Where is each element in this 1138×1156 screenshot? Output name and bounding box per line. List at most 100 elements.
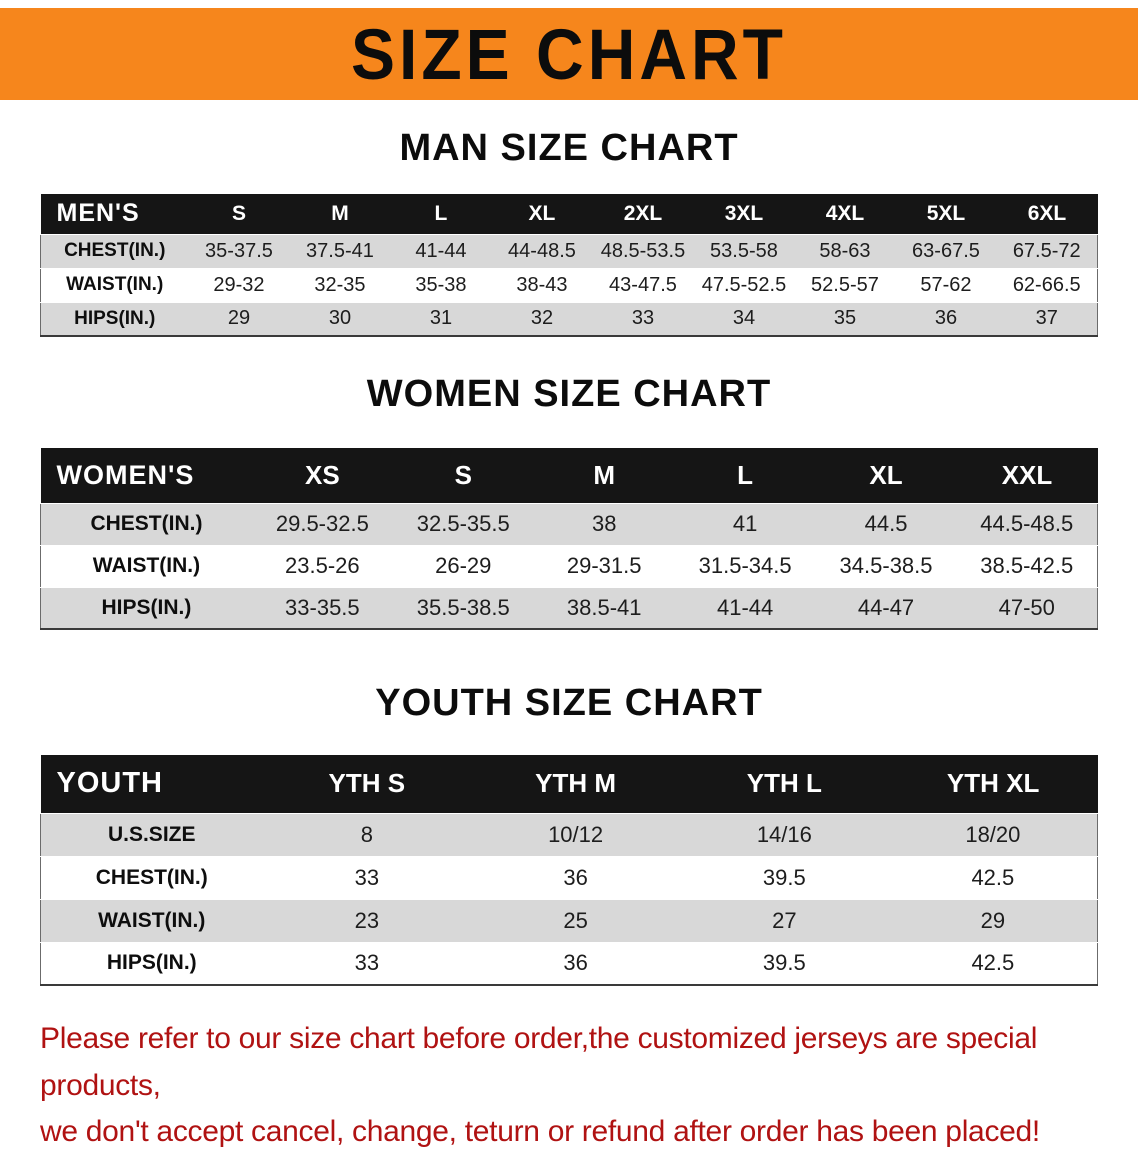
size-column-header: S [392,448,534,503]
row-label: WAIST(IN.) [40,544,252,587]
size-value: 38 [533,502,675,545]
size-value: 44.5 [815,502,957,545]
size-column-header: L [674,448,816,503]
table-row: WAIST(IN.) 23 25 27 29 [40,898,1098,942]
size-column-header: L [390,194,492,234]
row-label: HIPS(IN.) [40,941,263,986]
youth-section-heading: YOUTH SIZE CHART [375,682,763,724]
size-value: 44-48.5 [491,233,593,268]
table-header-row: MEN'S S M L XL 2XL 3XL 4XL 5XL 6XL [40,194,1098,234]
size-value: 44.5-48.5 [956,502,1098,545]
size-value: 41-44 [390,233,492,268]
size-value: 38.5-42.5 [956,544,1098,587]
size-value: 14/16 [679,812,889,856]
size-column-header: XXL [956,448,1098,503]
table-row: WAIST(IN.) 23.5-26 26-29 29-31.5 31.5-34.5 34… [40,544,1098,587]
size-column-header: XS [251,448,393,503]
row-label: WAIST(IN.) [40,898,263,942]
size-value: 36 [895,301,997,337]
size-column-header: YTH S [262,755,472,813]
men-size-table: MEN'S S M L XL 2XL 3XL 4XL 5XL 6XL CHEST(IN.) 35-37… [40,194,1098,337]
size-value: 67.5-72 [996,233,1098,268]
size-value: 36 [471,941,680,986]
size-value: 29 [188,301,290,337]
row-label: HIPS(IN.) [40,586,252,630]
size-value: 23.5-26 [251,544,393,587]
row-label: WAIST(IN.) [40,267,189,302]
size-value: 33 [262,855,472,899]
footer-notice: Please refer to our size chart before or… [40,1016,1098,1156]
size-value: 26-29 [392,544,534,587]
size-value: 34 [693,301,795,337]
size-column-header: S [188,194,290,234]
table-title-cell: WOMEN'S [40,448,252,503]
size-value: 30 [289,301,391,337]
size-value: 33 [592,301,694,337]
size-value: 23 [262,898,472,942]
table-row: CHEST(IN.) 33 36 39.5 42.5 [40,855,1098,899]
size-column-header: 2XL [592,194,694,234]
size-value: 29.5-32.5 [251,502,393,545]
men-section-heading: MAN SIZE CHART [399,127,739,169]
row-label: CHEST(IN.) [40,502,252,545]
size-value: 31 [390,301,492,337]
table-header-row: WOMEN'S XS S M L XL XXL [40,448,1098,503]
size-value: 42.5 [888,941,1098,986]
size-chart-page: SIZE CHART MAN SIZE CHART MEN'S S M L XL 2XL 3… [0,8,1138,1156]
table-row: CHEST(IN.) 29.5-32.5 32.5-35.5 38 41 44.5 44.5… [40,502,1098,545]
table-title-cell: MEN'S [40,194,189,234]
table-row: U.S.SIZE 8 10/12 14/16 18/20 [40,812,1098,856]
size-value: 38.5-41 [533,586,675,630]
size-column-header: XL [815,448,957,503]
row-label: U.S.SIZE [40,812,263,856]
size-value: 32.5-35.5 [392,502,534,545]
banner: SIZE CHART [0,8,1138,100]
size-value: 34.5-38.5 [815,544,957,587]
row-label: CHEST(IN.) [40,855,263,899]
section-youth-size-chart: YOUTH SIZE CHART YOUTH YTH S YTH M YTH L YTH… [0,682,1138,986]
size-value: 63-67.5 [895,233,997,268]
size-value: 42.5 [888,855,1098,899]
section-women-size-chart: WOMEN SIZE CHART WOMEN'S XS S M L XL XXL CHEST(… [0,373,1138,630]
size-value: 10/12 [471,812,680,856]
size-column-header: M [289,194,391,234]
size-value: 33-35.5 [251,586,393,630]
size-value: 47-50 [956,586,1098,630]
size-value: 32-35 [289,267,391,302]
size-value: 39.5 [679,941,889,986]
size-column-header: 5XL [895,194,997,234]
women-size-table: WOMEN'S XS S M L XL XXL CHEST(IN.) 29.5-32.5 32.5… [40,448,1098,630]
size-value: 43-47.5 [592,267,694,302]
size-value: 35 [794,301,896,337]
table-row: HIPS(IN.) 33 36 39.5 42.5 [40,941,1098,986]
size-column-header: 6XL [996,194,1098,234]
size-value: 36 [471,855,680,899]
size-value: 44-47 [815,586,957,630]
size-value: 33 [262,941,472,986]
size-value: 29 [888,898,1098,942]
size-value: 41-44 [674,586,816,630]
size-column-header: 3XL [693,194,795,234]
size-value: 47.5-52.5 [693,267,795,302]
section-men-size-chart: MAN SIZE CHART MEN'S S M L XL 2XL 3XL 4XL 5XL 6XL… [0,127,1138,337]
table-header-row: YOUTH YTH S YTH M YTH L YTH XL [40,755,1098,813]
size-value: 48.5-53.5 [592,233,694,268]
size-value: 25 [471,898,680,942]
notice-line-1: Please refer to our size chart before or… [40,1022,1038,1102]
size-value: 58-63 [794,233,896,268]
size-value: 62-66.5 [996,267,1098,302]
size-value: 35-37.5 [188,233,290,268]
table-row: WAIST(IN.) 29-32 32-35 35-38 38-43 43-47.5 47.… [40,267,1098,302]
size-value: 35.5-38.5 [392,586,534,630]
size-value: 41 [674,502,816,545]
size-column-header: YTH XL [888,755,1098,813]
row-label: CHEST(IN.) [40,233,189,268]
size-value: 52.5-57 [794,267,896,302]
page-title: SIZE CHART [351,14,787,94]
women-section-heading: WOMEN SIZE CHART [366,373,772,415]
size-value: 32 [491,301,593,337]
size-value: 29-32 [188,267,290,302]
size-value: 53.5-58 [693,233,795,268]
table-row: HIPS(IN.) 33-35.5 35.5-38.5 38.5-41 41-44 44-… [40,586,1098,630]
size-column-header: YTH L [679,755,889,813]
